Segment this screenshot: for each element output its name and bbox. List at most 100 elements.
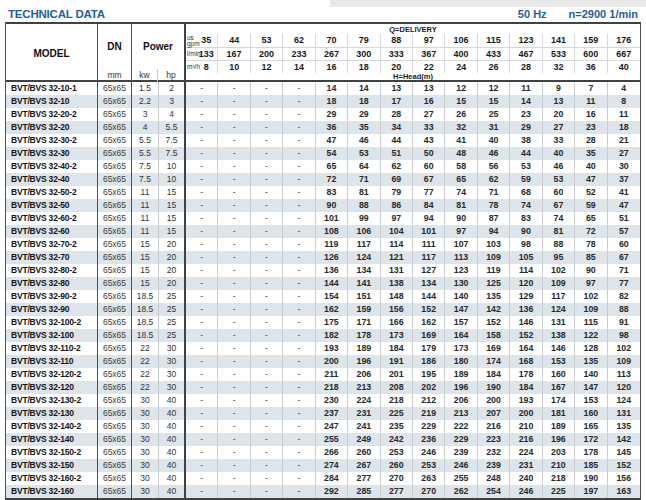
head-value-cell: 123	[445, 264, 477, 277]
dn-cell: 65x65	[98, 277, 132, 290]
head-value-cell: 189	[543, 420, 575, 433]
delivery-value-cell: 141	[543, 34, 575, 47]
head-value-cell: 213	[348, 381, 380, 394]
head-value-cell: 246	[445, 459, 477, 472]
table-body: BVT/BVS 32-10-165x651.52----141413131212…	[6, 82, 640, 498]
model-cell: BVT/BVS 32-110	[6, 355, 98, 368]
head-value-cell: 78	[478, 199, 510, 212]
head-value-cell: 88	[543, 238, 575, 251]
head-value-cell: 169	[478, 342, 510, 355]
table-row: BVT/BVS 32-30-265x655.57.5----4746444341…	[6, 134, 640, 147]
head-value-cell: -	[186, 290, 218, 303]
power-hp-cell: 40	[159, 446, 186, 459]
head-value-cell: 83	[510, 212, 542, 225]
delivery-value-cell: 115	[478, 34, 510, 47]
model-cell: BVT/BVS 32-70-2	[6, 238, 98, 251]
head-value-cell: -	[251, 420, 283, 433]
head-value-cell: 248	[478, 472, 510, 485]
head-value-cell: -	[283, 121, 315, 134]
power-label: Power	[132, 24, 184, 69]
head-value-cell: 292	[316, 485, 348, 498]
head-value-cell: -	[283, 316, 315, 329]
head-value-cell: -	[283, 290, 315, 303]
head-value-cell: 131	[608, 407, 640, 420]
head-value-cell: -	[218, 394, 250, 407]
head-value-cell: 164	[510, 342, 542, 355]
head-value-cell: 151	[348, 290, 380, 303]
delivery-value-cell: m³/h8	[186, 61, 218, 73]
power-hp-cell: 3	[159, 95, 186, 108]
power-hp-cell: 30	[159, 381, 186, 394]
head-value-cell: 16	[413, 95, 445, 108]
table-row: BVT/BVS 32-100-265x6518.525----175171166…	[6, 316, 640, 329]
head-value-cell: 64	[348, 160, 380, 173]
power-kw-cell: 11	[132, 225, 159, 238]
power-hp-cell: 5.5	[159, 121, 186, 134]
head-value-cell: -	[218, 368, 250, 381]
head-value-cell: -	[251, 134, 283, 147]
head-value-cell: 135	[608, 420, 640, 433]
head-value-cell: 90	[316, 199, 348, 212]
head-value-cell: -	[186, 121, 218, 134]
head-value-cell: 83	[316, 186, 348, 199]
head-value-cell: 210	[510, 420, 542, 433]
unit-label: l/min	[187, 48, 201, 60]
head-value-cell: 27	[608, 147, 640, 160]
head-value-cell: 81	[348, 186, 380, 199]
head-value-cell: -	[283, 394, 315, 407]
power-kw-cell: 30	[132, 472, 159, 485]
head-value-cell: -	[218, 420, 250, 433]
head-value-cell: -	[283, 134, 315, 147]
delivery-value-cell: 18	[348, 61, 380, 73]
head-value-cell: 152	[413, 303, 445, 316]
head-value-cell: 67	[543, 199, 575, 212]
head-value-cell: 79	[381, 186, 413, 199]
head-value-cell: 189	[445, 368, 477, 381]
delivery-unit-rows: usgpm3544536270798897106115123141159176l…	[186, 34, 640, 73]
head-value-cell: -	[186, 485, 218, 498]
dn-cell: 65x65	[98, 381, 132, 394]
delivery-value-cell: 176	[608, 34, 640, 47]
dn-cell: 65x65	[98, 160, 132, 173]
head-value-cell: -	[186, 368, 218, 381]
head-value-cell: 172	[575, 433, 607, 446]
head-value-cell: 97	[445, 225, 477, 238]
power-hp-cell: 10	[159, 173, 186, 186]
power-hp-cell: 25	[159, 316, 186, 329]
head-value-cell: 242	[381, 433, 413, 446]
head-value-cell: 51	[381, 147, 413, 160]
page-title: TECHNICAL DATA	[8, 8, 105, 20]
head-value-cell: 157	[445, 316, 477, 329]
head-value-cell: 60	[608, 238, 640, 251]
speed-label: n=2900 1/min	[569, 8, 638, 20]
head-value-cell: 65	[445, 173, 477, 186]
head-value-cell: 113	[608, 368, 640, 381]
delivery-value-cell: l/min133	[186, 48, 218, 60]
head-value-cell: 200	[316, 355, 348, 368]
head-title: H=Head(m)	[186, 73, 640, 82]
model-cell: BVT/BVS 32-120	[6, 381, 98, 394]
head-value-cell: 101	[316, 212, 348, 225]
head-value-cell: -	[283, 212, 315, 225]
head-value-cell: 240	[510, 472, 542, 485]
head-value-cell: 135	[575, 355, 607, 368]
model-cell: BVT/BVS 32-130-2	[6, 394, 98, 407]
delivery-value-cell: 10	[218, 61, 250, 73]
delivery-value-cell: 600	[575, 48, 607, 60]
head-value-cell: 14	[348, 82, 380, 95]
power-kw-cell: 18.5	[132, 303, 159, 316]
power-hp-cell: 40	[159, 459, 186, 472]
head-value-cell: -	[251, 277, 283, 290]
power-hp-cell: 25	[159, 290, 186, 303]
delivery-value-cell: 24	[445, 61, 477, 73]
head-value-cell: -	[218, 407, 250, 420]
delivery-unit-row: l/min13316720023326730033336740043346753…	[186, 47, 640, 60]
head-value-cell: 179	[413, 342, 445, 355]
head-value-cell: 15	[478, 95, 510, 108]
power-hp-cell: 40	[159, 394, 186, 407]
head-value-cell: -	[218, 459, 250, 472]
head-value-cell: 185	[575, 459, 607, 472]
head-value-cell: 136	[316, 264, 348, 277]
table-row: BVT/BVS 32-15065x653040----2742672602532…	[6, 459, 640, 472]
power-hp-cell: 20	[159, 264, 186, 277]
